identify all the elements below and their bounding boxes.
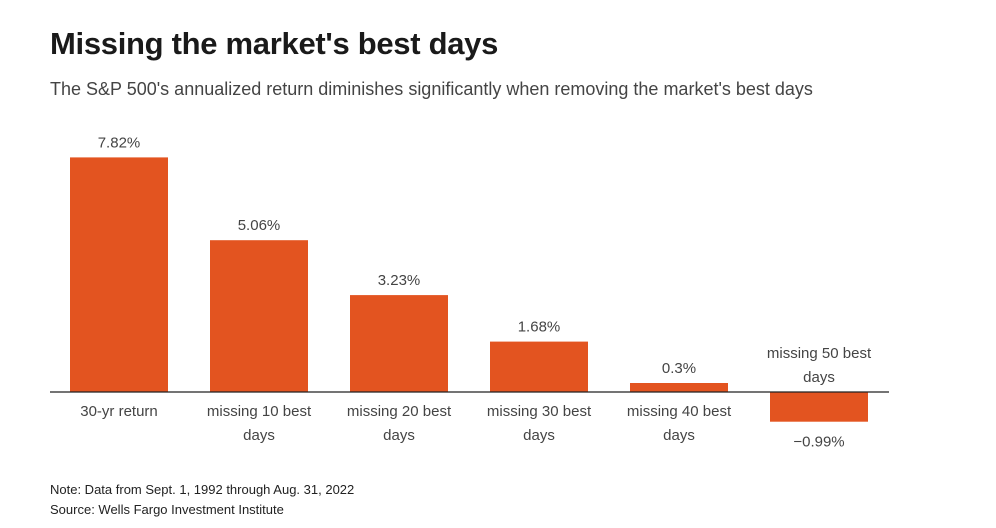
data-label: 7.82% bbox=[98, 134, 141, 151]
chart-note: Note: Data from Sept. 1, 1992 through Au… bbox=[50, 482, 355, 497]
bar bbox=[70, 157, 168, 392]
data-label: 5.06% bbox=[238, 217, 281, 234]
bar bbox=[350, 295, 448, 392]
data-label: 3.23% bbox=[378, 272, 421, 289]
chart-title: Missing the market's best days bbox=[50, 26, 499, 61]
category-label: days bbox=[523, 427, 555, 444]
data-label: 0.3% bbox=[662, 360, 696, 377]
bar bbox=[210, 240, 308, 392]
chart-subtitle: The S&P 500's annualized return diminish… bbox=[50, 79, 813, 99]
data-label: 1.68% bbox=[518, 319, 561, 336]
bar bbox=[770, 392, 868, 422]
category-label: days bbox=[663, 427, 695, 444]
category-label: days bbox=[243, 427, 275, 444]
category-label: missing 30 best bbox=[487, 403, 592, 420]
bar bbox=[630, 383, 728, 392]
bar bbox=[490, 341, 588, 392]
category-label: missing 50 best bbox=[767, 345, 872, 362]
category-label: missing 20 best bbox=[347, 403, 452, 420]
chart-source: Source: Wells Fargo Investment Institute bbox=[50, 502, 284, 517]
category-label: missing 40 best bbox=[627, 403, 732, 420]
category-label: 30-yr return bbox=[80, 403, 158, 420]
category-label: missing 10 best bbox=[207, 403, 312, 420]
data-label: −0.99% bbox=[793, 434, 844, 451]
category-label: days bbox=[803, 369, 835, 386]
category-label: days bbox=[383, 427, 415, 444]
